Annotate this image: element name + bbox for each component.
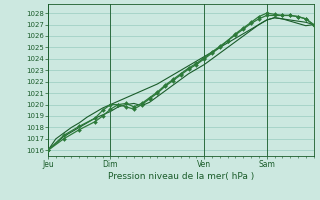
X-axis label: Pression niveau de la mer( hPa ): Pression niveau de la mer( hPa ) <box>108 172 254 181</box>
